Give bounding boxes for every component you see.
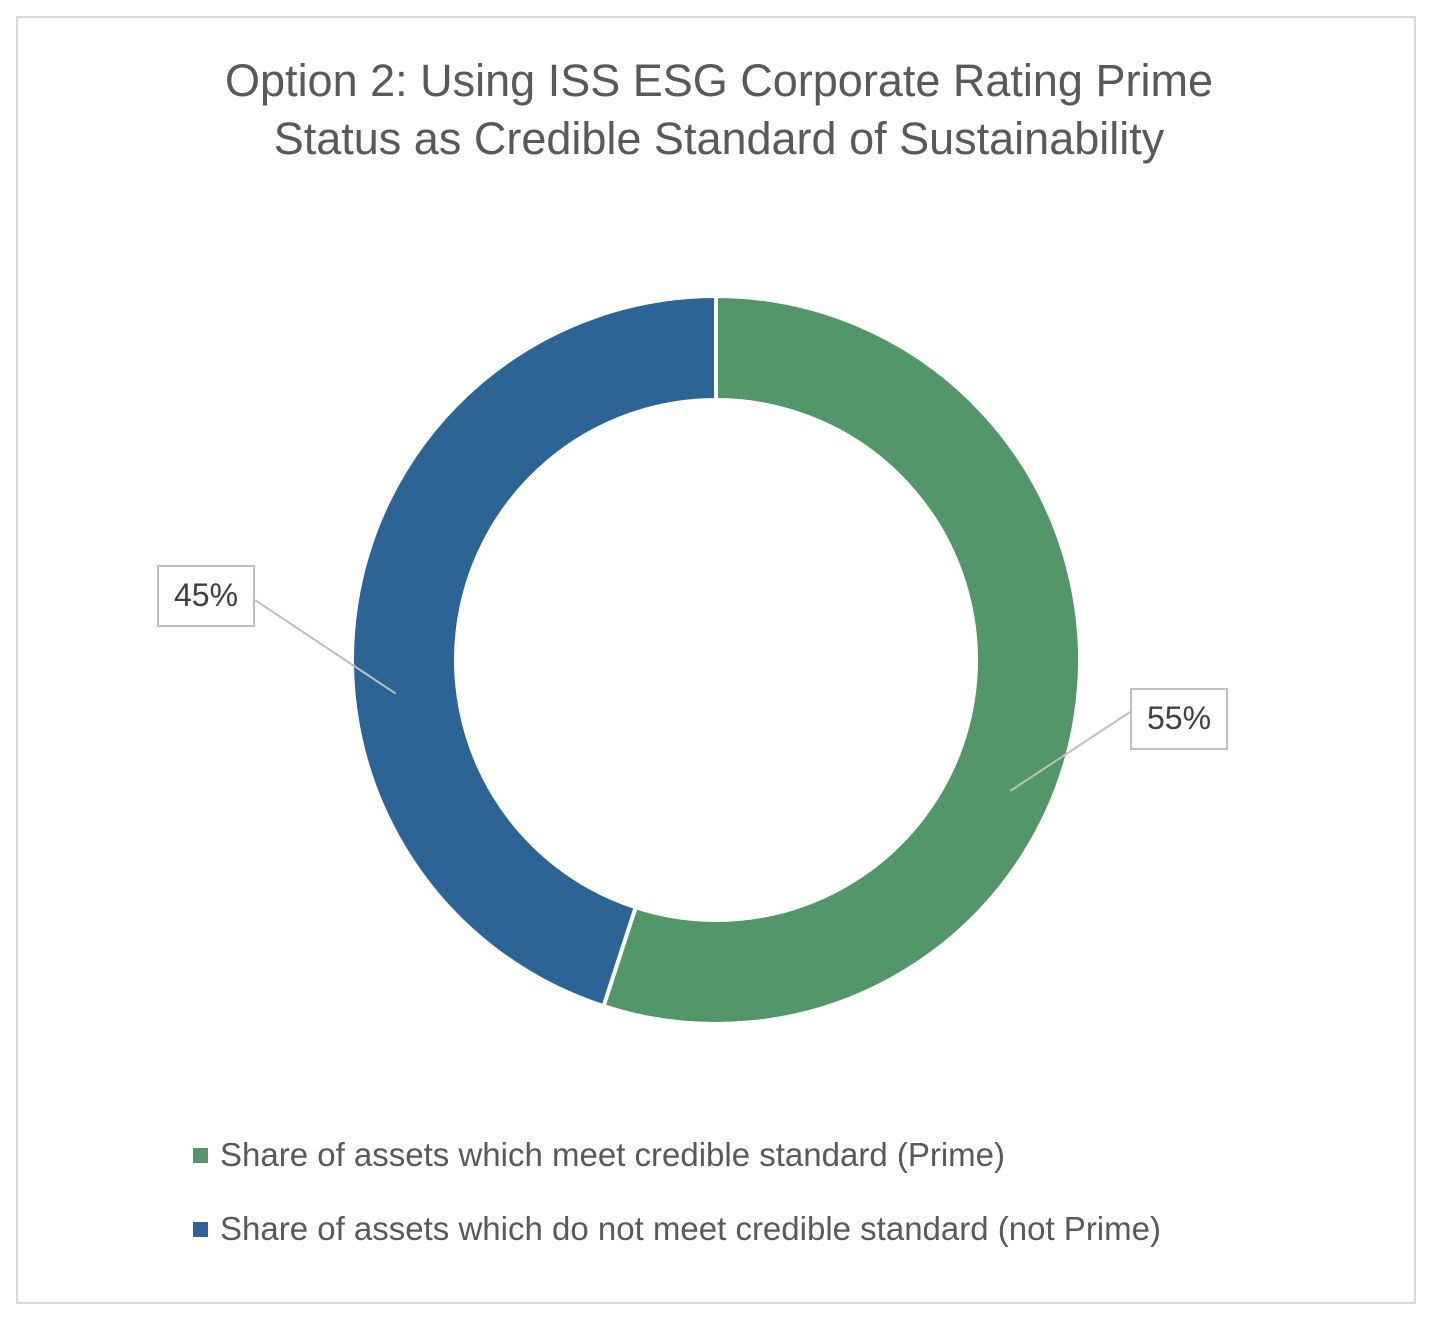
legend-item-not-prime: Share of assets which do not meet credib… xyxy=(193,1210,1161,1248)
leader-line-prime xyxy=(1009,711,1131,792)
data-label-not-prime: 45% xyxy=(157,565,255,627)
chart-title: Option 2: Using ISS ESG Corporate Rating… xyxy=(0,52,1438,168)
leader-line-not-prime xyxy=(254,599,397,695)
slice-prime xyxy=(600,293,1082,1026)
chart-title-line-2: Status as Credible Standard of Sustainab… xyxy=(273,113,1165,164)
legend-swatch-prime xyxy=(193,1147,208,1163)
chart-title-line-1: Option 2: Using ISS ESG Corporate Rating… xyxy=(225,55,1213,106)
slice-not-prime xyxy=(350,293,718,1009)
legend-swatch-not-prime xyxy=(193,1221,208,1237)
legend-item-prime: Share of assets which meet credible stan… xyxy=(193,1136,1005,1174)
chart-frame xyxy=(16,16,1416,1304)
legend-label-not-prime: Share of assets which do not meet credib… xyxy=(220,1210,1161,1247)
legend-label-prime: Share of assets which meet credible stan… xyxy=(220,1136,1006,1173)
data-label-prime: 55% xyxy=(1130,688,1228,750)
